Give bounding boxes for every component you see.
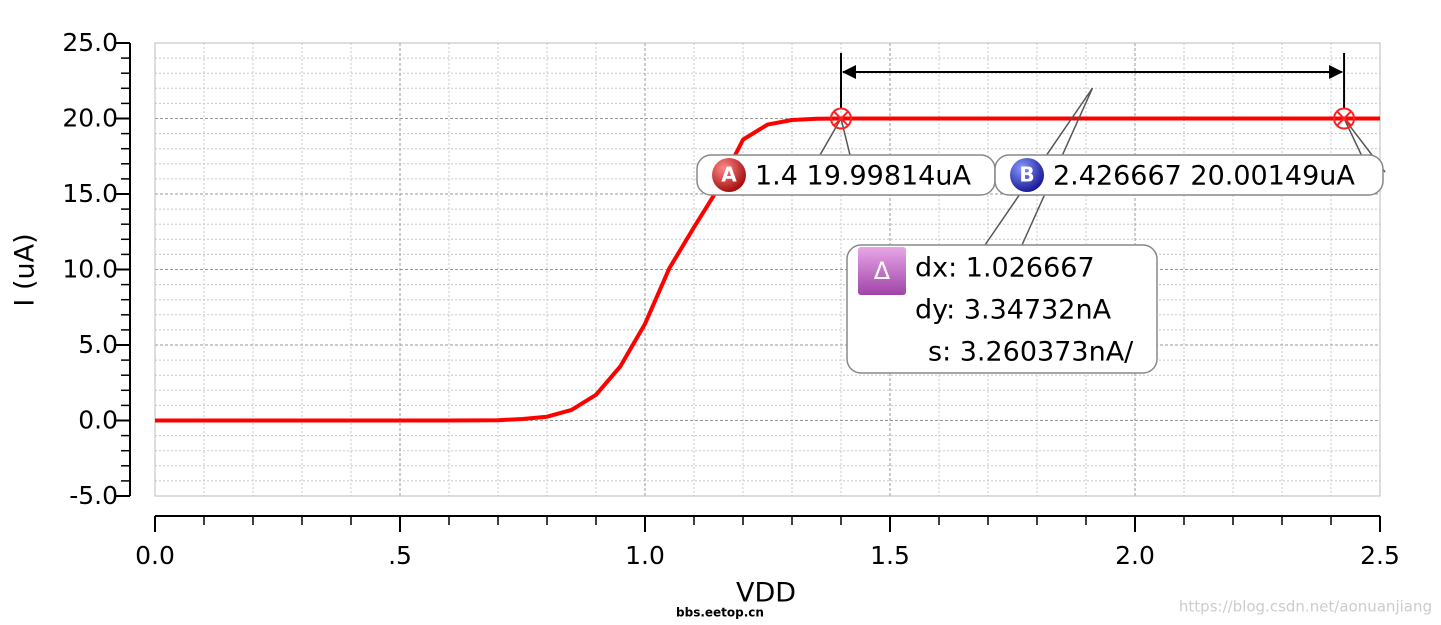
leader-line: [819, 118, 851, 156]
x-tick-label: 1.0: [625, 541, 665, 570]
arrow-head: [842, 65, 856, 79]
x-tick-label: 2.5: [1360, 541, 1400, 570]
delta-line: s: 3.260373nA/: [928, 337, 1134, 368]
y-tick-label: 20.0: [62, 104, 118, 133]
y-tick-label: -5.0: [69, 481, 118, 510]
marker-badge: [1010, 158, 1044, 192]
y-tick-label: 15.0: [62, 179, 118, 208]
watermark: bbs.eetop.cn: [676, 606, 764, 620]
marker-cross: [833, 110, 849, 127]
y-tick-label: 25.0: [62, 28, 118, 57]
series-line: [155, 116, 1380, 423]
marker-circle: [830, 107, 852, 130]
cursor-marker: [830, 107, 852, 130]
delta-line: dy: 3.34732nA: [915, 295, 1112, 326]
delta-box: [846, 244, 1158, 374]
y-tick-label: 5.0: [78, 330, 118, 359]
delta-line: dx: 1.026667: [915, 253, 1095, 284]
y-tick-label: 10.0: [62, 255, 118, 284]
x-axis-label: VDD: [736, 578, 796, 609]
cursor-marker: [1333, 107, 1356, 130]
marker-label: 2.426667 20.00149uA: [1053, 161, 1355, 192]
x-tick-label: 1.5: [870, 541, 910, 570]
plot-frame: [154, 42, 1381, 497]
marker-label: 1.4 19.99814uA: [755, 161, 971, 192]
delta-badge: [858, 247, 906, 295]
x-tick-label: 0.0: [135, 541, 175, 570]
marker-label-box: [994, 154, 1384, 196]
x-tick-label: .5: [388, 541, 412, 570]
marker-cross: [1336, 110, 1352, 127]
marker-badge-letter: A: [721, 163, 737, 187]
marker-circle: [1333, 107, 1356, 130]
y-tick-label: 0.0: [78, 406, 118, 435]
delta-badge-label: Δ: [874, 257, 891, 285]
arrow-head: [1329, 65, 1344, 79]
marker-badge-letter: B: [1019, 163, 1034, 187]
watermark: https://blog.csdn.net/aonuanjiang: [1179, 598, 1432, 616]
x-tick-label: 2.0: [1115, 541, 1155, 570]
y-axis-label: I (uA): [10, 233, 41, 306]
marker-badge: [712, 158, 746, 192]
